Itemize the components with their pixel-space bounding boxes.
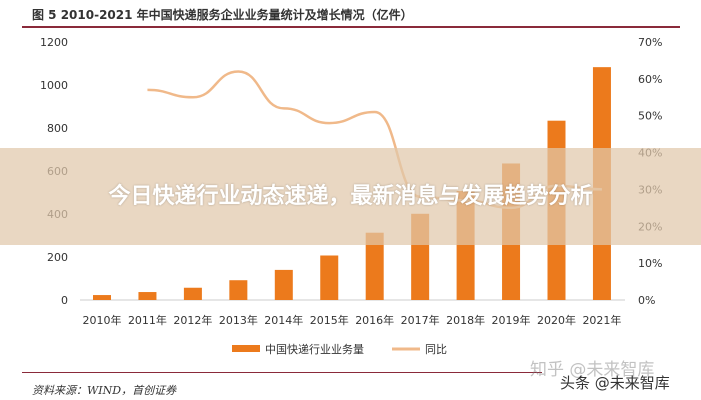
x-tick-label: 2012年 [173,313,212,327]
title-divider [22,26,680,28]
chart-title: 图 5 2010-2021 年中国快递服务企业业务量统计及增长情况（亿件） [32,8,413,22]
x-tick-label: 2020年 [537,313,576,327]
right-tick-label: 50% [638,110,662,123]
overlay-banner: 今日快递行业动态速递，最新消息与发展趋势分析 [0,148,701,245]
source-note: 资料来源：WIND，首创证券 [32,384,177,397]
watermark-zhihu: 知乎 @未来智库 [530,360,655,380]
x-tick-label: 2017年 [401,313,440,327]
x-tick-label: 2019年 [492,313,531,327]
bar-2011年 [138,292,157,300]
bar-2016年 [365,232,384,300]
bar-2013年 [229,280,248,300]
right-tick-label: 10% [638,257,662,270]
x-tick-label: 2014年 [264,313,303,327]
bar-2012年 [183,287,202,300]
right-tick-label: 60% [638,73,662,86]
legend-label-volume: 中国快递行业业务量 [265,342,364,356]
watermark-toutiao: 头条 @未来智库 [560,374,670,392]
x-tick-label: 2013年 [219,313,258,327]
x-tick-label: 2010年 [83,313,122,327]
left-tick-label: 800 [47,122,68,135]
legend-swatch-volume [232,345,260,352]
bar-2010年 [93,295,111,300]
left-tick-label: 200 [47,251,68,264]
left-tick-label: 0 [61,294,68,307]
legend-label-yoy: 同比 [425,343,447,356]
source-divider [22,372,542,373]
x-tick-label: 2018年 [446,313,485,327]
bar-2014年 [274,269,293,300]
x-tick-label: 2016年 [355,313,394,327]
left-tick-label: 1200 [40,36,68,49]
x-tick-label: 2021年 [582,313,621,327]
right-tick-label: 70% [638,36,662,49]
left-tick-label: 1000 [40,79,68,92]
x-tick-label: 2015年 [310,313,349,327]
x-tick-label: 2011年 [128,313,167,327]
right-tick-label: 0% [638,294,655,307]
bar-2015年 [320,255,339,300]
overlay-title: 今日快递行业动态速递，最新消息与发展趋势分析 [108,183,593,209]
